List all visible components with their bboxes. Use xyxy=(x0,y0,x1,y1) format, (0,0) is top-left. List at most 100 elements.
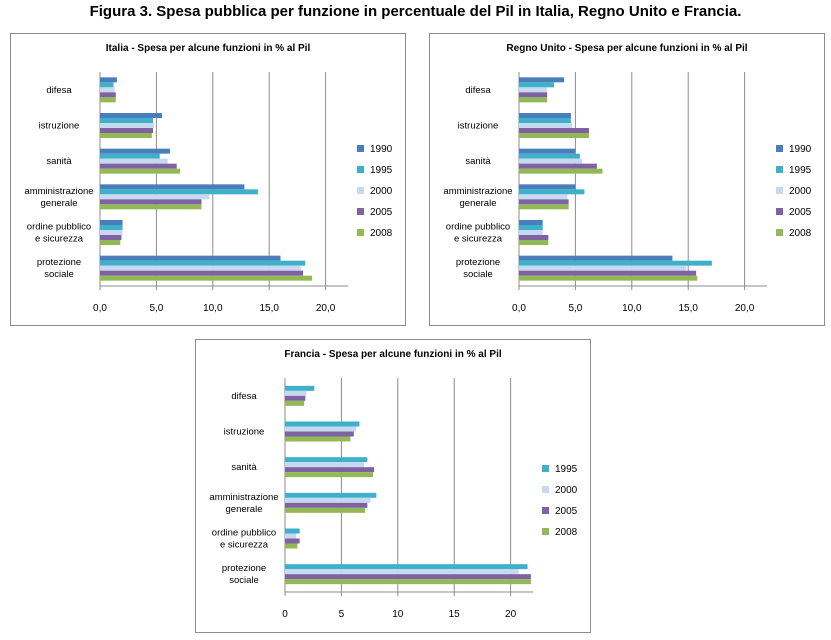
regno-unito-category-label: e sicurezza xyxy=(454,234,503,245)
regno-unito-bar-1995-5 xyxy=(519,260,712,266)
regno-unito-legend-swatch-1995 xyxy=(776,166,783,173)
francia-legend-swatch-2005 xyxy=(542,507,549,514)
italia-bar-2005-5 xyxy=(100,270,304,276)
italia-category-label: sanità xyxy=(46,156,72,167)
chart-italia: Italia - Spesa per alcune funzioni in % … xyxy=(10,33,406,326)
regno-unito-legend-label-1990: 1990 xyxy=(789,144,812,155)
regno-unito-x-tick-label: 20,0 xyxy=(735,303,755,314)
italia-bar-1995-2 xyxy=(100,153,160,159)
francia-category-label: e sicurezza xyxy=(220,540,269,551)
regno-unito-category-label: amministrazione xyxy=(443,186,512,197)
italia-bar-2005-3 xyxy=(100,199,202,205)
italia-bar-2008-0 xyxy=(100,97,116,103)
regno-unito-category-label: difesa xyxy=(465,85,491,96)
italia-x-tick-label: 5,0 xyxy=(149,303,163,314)
regno-unito-legend-swatch-2008 xyxy=(776,229,783,236)
regno-unito-legend-swatch-2005 xyxy=(776,208,783,215)
regno-unito-bar-1990-3 xyxy=(519,184,576,190)
italia-legend-swatch-2000 xyxy=(357,187,364,194)
francia-x-tick-label: 5 xyxy=(339,609,345,620)
regno-unito-chart-title: Regno Unito - Spesa per alcune funzioni … xyxy=(506,43,747,54)
francia-category-label: istruzione xyxy=(224,427,265,438)
italia-category-label: amministrazione xyxy=(24,186,93,197)
francia-category-label: sanità xyxy=(231,462,257,473)
italia-category-label: difesa xyxy=(46,85,72,96)
regno-unito-bar-2008-1 xyxy=(519,133,589,138)
francia-bar-1995-0 xyxy=(285,385,315,391)
regno-unito-bar-2000-4 xyxy=(519,230,543,235)
italia-bar-2005-1 xyxy=(100,128,154,133)
italia-chart-title: Italia - Spesa per alcune funzioni in % … xyxy=(106,43,311,54)
italia-bar-1990-3 xyxy=(100,184,245,190)
italia-x-tick-label: 15,0 xyxy=(259,303,279,314)
francia-bar-1995-5 xyxy=(285,564,528,570)
francia-bar-2000-5 xyxy=(285,569,519,575)
francia-bar-2005-4 xyxy=(285,538,300,544)
regno-unito-legend-label-2000: 2000 xyxy=(789,186,812,197)
francia-legend-swatch-2000 xyxy=(542,486,549,493)
italia-category-label: generale xyxy=(41,198,78,209)
regno-unito-bar-1995-1 xyxy=(519,118,571,123)
italia-legend-swatch-1990 xyxy=(357,145,364,152)
italia-bar-1990-1 xyxy=(100,113,163,118)
italia-legend-label-1990: 1990 xyxy=(370,144,393,155)
italia-bar-2008-1 xyxy=(100,133,152,138)
italia-legend-label-2000: 2000 xyxy=(370,186,393,197)
italia-legend-swatch-2008 xyxy=(357,229,364,236)
regno-unito-bar-2008-4 xyxy=(519,240,549,245)
italia-bar-1990-2 xyxy=(100,148,170,154)
italia-category-label: ordine pubblico xyxy=(27,222,91,233)
francia-bar-2000-2 xyxy=(285,462,364,468)
italia-category-label: protezione xyxy=(37,257,81,268)
italia-bar-2000-1 xyxy=(100,123,155,128)
regno-unito-bar-2000-2 xyxy=(519,158,583,164)
regno-unito-x-tick-label: 5,0 xyxy=(568,303,582,314)
italia-bar-2008-5 xyxy=(100,275,313,281)
francia-legend-swatch-1995 xyxy=(542,465,549,472)
regno-unito-bar-2000-1 xyxy=(519,123,573,128)
italia-bar-1990-5 xyxy=(100,255,281,261)
francia-bar-2008-2 xyxy=(285,472,373,478)
francia-bar-2005-2 xyxy=(285,467,375,473)
regno-unito-bar-1990-5 xyxy=(519,255,673,261)
regno-unito-x-tick-label: 10,0 xyxy=(622,303,642,314)
francia-x-tick-label: 15 xyxy=(449,609,461,620)
francia-bar-1995-1 xyxy=(285,421,360,427)
francia-bar-2000-0 xyxy=(285,390,307,396)
italia-bar-2000-3 xyxy=(100,194,210,200)
francia-bar-2008-3 xyxy=(285,507,366,513)
regno-unito-bar-2005-3 xyxy=(519,199,569,205)
italia-bar-1990-0 xyxy=(100,77,117,83)
francia-category-label: ordine pubblico xyxy=(212,528,276,539)
francia-bar-2005-1 xyxy=(285,431,354,437)
italia-bar-2005-0 xyxy=(100,92,116,98)
francia-legend-swatch-2008 xyxy=(542,528,549,535)
italia-legend-swatch-2005 xyxy=(357,208,364,215)
regno-unito-bar-2008-2 xyxy=(519,168,603,174)
regno-unito-bar-2008-5 xyxy=(519,275,698,281)
regno-unito-bar-1995-0 xyxy=(519,82,554,88)
italia-bar-2008-3 xyxy=(100,204,202,210)
italia-category-label: sociale xyxy=(44,269,74,280)
francia-bar-2008-0 xyxy=(285,400,305,406)
regno-unito-bar-1990-2 xyxy=(519,148,576,154)
chart-francia: Francia - Spesa per alcune funzioni in %… xyxy=(195,339,591,633)
francia-legend-label-2008: 2008 xyxy=(555,527,578,538)
chart-regno-unito-svg: Regno Unito - Spesa per alcune funzioni … xyxy=(443,43,812,314)
regno-unito-bar-1990-4 xyxy=(519,220,543,225)
italia-legend-label-2005: 2005 xyxy=(370,207,393,218)
francia-legend-label-2000: 2000 xyxy=(555,485,578,496)
francia-bar-2005-0 xyxy=(285,395,306,401)
italia-bar-1995-0 xyxy=(100,82,114,88)
regno-unito-legend-swatch-2000 xyxy=(776,187,783,194)
italia-bar-2000-4 xyxy=(100,230,123,235)
regno-unito-category-label: sanità xyxy=(465,156,491,167)
italia-category-label: istruzione xyxy=(39,121,80,132)
regno-unito-bar-2008-0 xyxy=(519,97,548,103)
italia-legend-label-2008: 2008 xyxy=(370,228,393,239)
regno-unito-category-label: sociale xyxy=(463,269,493,280)
regno-unito-category-label: ordine pubblico xyxy=(446,222,510,233)
francia-bar-2005-3 xyxy=(285,502,368,508)
francia-bar-2000-4 xyxy=(285,533,297,539)
regno-unito-x-tick-label: 0,0 xyxy=(512,303,526,314)
